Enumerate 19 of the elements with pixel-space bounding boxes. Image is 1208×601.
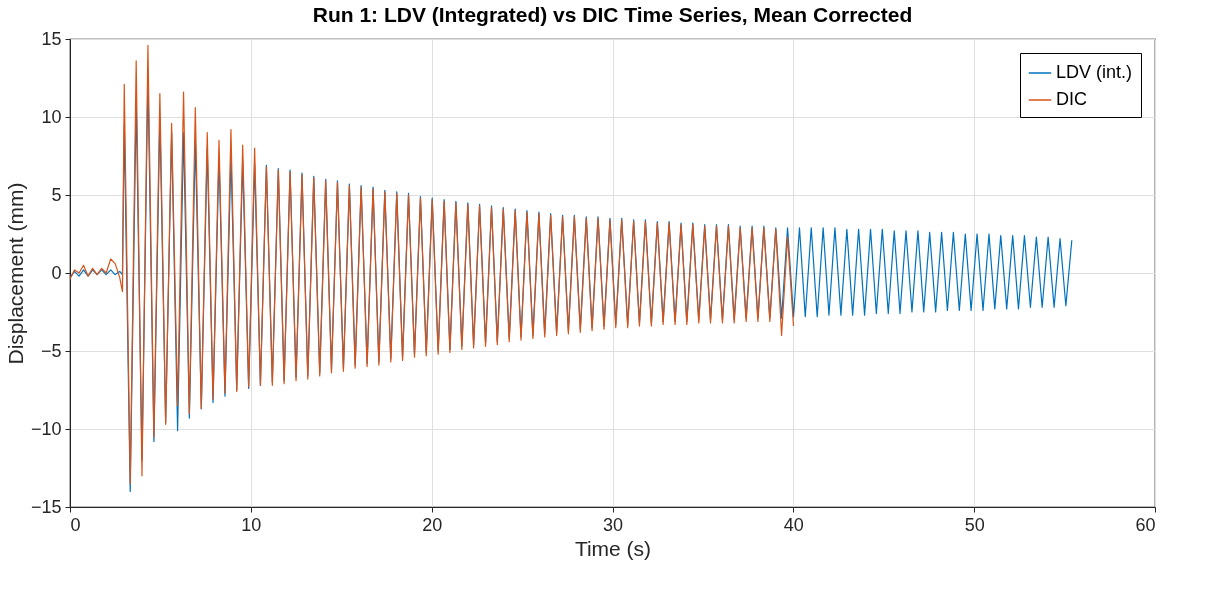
x-axis-title: Time (s) bbox=[574, 536, 652, 560]
x-tick-label: 0 bbox=[70, 514, 81, 535]
y-tick-label: −5 bbox=[40, 340, 62, 361]
y-tick-label: 5 bbox=[51, 184, 62, 205]
x-tick-label: 50 bbox=[964, 514, 985, 535]
x-tick-label: 30 bbox=[602, 514, 624, 535]
y-axis-title: Displacement (mm) bbox=[3, 182, 27, 365]
legend-label: DIC bbox=[1056, 89, 1087, 109]
y-tick-label: −10 bbox=[30, 418, 62, 439]
x-tick-label: 40 bbox=[783, 514, 804, 535]
x-tick-label: 20 bbox=[422, 514, 443, 535]
x-tick-label: 60 bbox=[1135, 514, 1156, 535]
chart-title: Run 1: LDV (Integrated) vs DIC Time Series, Mean Corrected bbox=[312, 3, 913, 26]
y-tick-label: 15 bbox=[41, 28, 62, 49]
y-tick-label: −15 bbox=[30, 496, 62, 517]
y-tick-label: 0 bbox=[51, 262, 62, 283]
x-tick-label: 10 bbox=[241, 514, 262, 535]
legend-label: LDV (int.) bbox=[1056, 62, 1133, 82]
y-tick-label: 10 bbox=[41, 106, 62, 127]
